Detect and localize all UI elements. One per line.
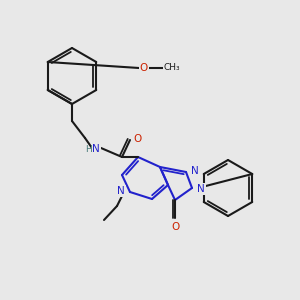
Text: N: N (117, 186, 125, 196)
Text: N: N (197, 184, 205, 194)
Text: O: O (171, 222, 179, 232)
Text: CH₃: CH₃ (164, 64, 180, 73)
Text: H: H (85, 146, 92, 154)
Text: N: N (191, 166, 199, 176)
Text: N: N (92, 144, 100, 154)
Text: O: O (140, 63, 148, 73)
Text: O: O (133, 134, 141, 144)
